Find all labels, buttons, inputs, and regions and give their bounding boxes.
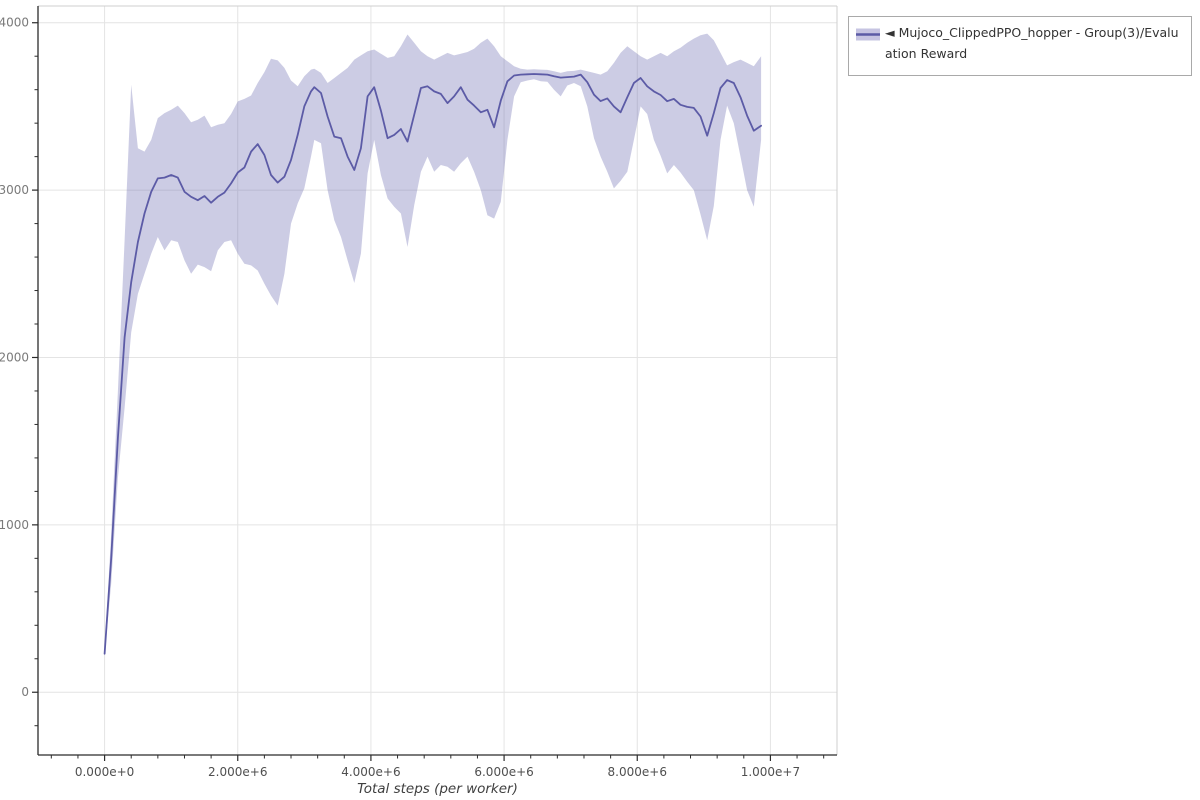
- y-tick-label: 2000: [0, 350, 29, 364]
- legend-item[interactable]: ◄ Mujoco_ClippedPPO_hopper - Group(3)/Ev…: [848, 16, 1192, 76]
- series-band: [104, 33, 762, 657]
- x-tick-label: 2.000e+6: [208, 765, 267, 779]
- y-tick-label: 0: [21, 685, 29, 699]
- x-tick-label: 8.000e+6: [608, 765, 667, 779]
- series-line: [103, 73, 762, 655]
- y-tick-label: 4000: [0, 16, 29, 30]
- x-tick-label: 0.000e+0: [75, 765, 134, 779]
- legend-marker-icon: [856, 28, 880, 41]
- x-tick-label: 6.000e+6: [474, 765, 533, 779]
- y-tick-label: 3000: [0, 183, 29, 197]
- legend-label: ◄ Mujoco_ClippedPPO_hopper - Group(3)/Ev…: [885, 25, 1179, 61]
- y-tick-label: 1000: [0, 518, 29, 532]
- x-tick-label: 4.000e+6: [341, 765, 400, 779]
- x-axis-title: Total steps (per worker): [357, 781, 518, 797]
- x-tick-label: 1.000e+7: [741, 765, 800, 779]
